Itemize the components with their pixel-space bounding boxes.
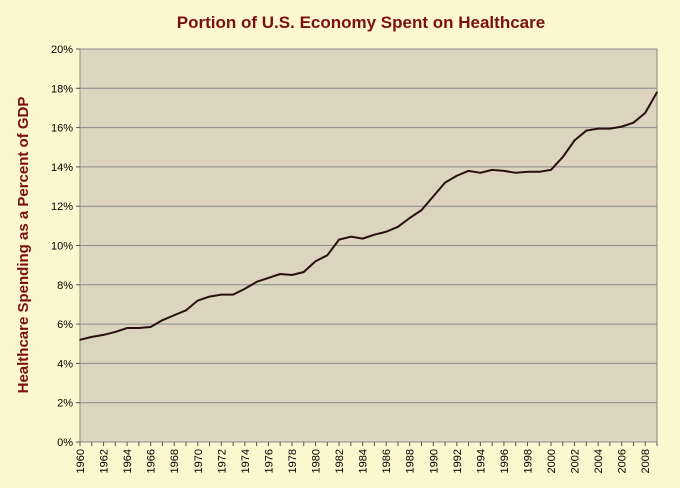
y-tick-label: 4% [57, 358, 73, 370]
y-tick-label: 2% [57, 398, 73, 410]
x-tick-label: 1998 [522, 449, 534, 473]
data-point [479, 171, 482, 174]
data-point [138, 327, 140, 329]
data-point [444, 181, 446, 184]
x-tick-label: 1978 [287, 449, 299, 473]
data-point [267, 277, 270, 279]
x-tick-label: 1972 [216, 449, 228, 473]
chart-title: Portion of U.S. Economy Spent on Healthc… [177, 13, 545, 32]
data-point [420, 209, 423, 211]
x-tick-label: 1968 [169, 449, 181, 473]
x-tick-label: 1960 [75, 449, 87, 473]
y-axis-label: Healthcare Spending as a Percent of GDP [15, 97, 32, 394]
series-layer [79, 91, 658, 341]
data-point [149, 326, 152, 328]
data-point [102, 334, 105, 336]
x-axis: 1960 1962 1964 1966 1968 1970 1972 1974 1976 1978… [75, 442, 658, 473]
data-point [467, 170, 470, 172]
x-tick-label: 1984 [358, 449, 370, 473]
x-tick-label: 1974 [240, 449, 252, 473]
y-tick-label: 6% [57, 319, 73, 331]
x-tick-label: 1992 [452, 449, 464, 473]
data-point [173, 314, 176, 317]
data-point [550, 169, 552, 171]
gridlines [80, 87, 657, 404]
y-tick-label: 18% [51, 83, 73, 95]
x-tick-label: 1976 [263, 449, 275, 473]
series-points [79, 91, 658, 341]
data-point [126, 327, 128, 329]
data-point [538, 171, 541, 173]
y-axis: 0% 2% 4% 6% 8% 10% 12% 14% 16% 18% 20% [51, 44, 80, 449]
x-tick-label: 1986 [381, 449, 393, 473]
data-point [573, 139, 576, 142]
data-point [232, 293, 234, 296]
data-point [620, 125, 623, 128]
data-point [208, 295, 211, 298]
data-point [632, 121, 635, 124]
data-point [585, 129, 588, 132]
x-tick-label: 2004 [593, 449, 605, 473]
data-point [185, 309, 187, 312]
x-tick-label: 1962 [99, 449, 111, 473]
x-tick-label: 1994 [475, 449, 487, 473]
x-tick-label: 1966 [146, 449, 158, 473]
x-tick-label: 1970 [193, 449, 205, 473]
x-tick-label: 1988 [405, 449, 417, 473]
data-point [432, 195, 435, 198]
x-tick-label: 1990 [428, 449, 440, 473]
data-point [373, 233, 376, 236]
x-tick-label: 2000 [546, 449, 558, 473]
data-point [196, 299, 199, 302]
data-point [491, 169, 493, 171]
y-tick-label: 20% [51, 44, 73, 56]
data-point [314, 260, 317, 263]
data-point [350, 235, 352, 238]
y-tick-label: 8% [57, 280, 73, 292]
data-point [79, 339, 81, 341]
data-point [114, 331, 117, 333]
data-point [656, 91, 658, 94]
y-tick-label: 16% [51, 123, 73, 135]
data-point [503, 170, 505, 172]
y-tick-label: 10% [51, 241, 73, 253]
data-point [291, 274, 293, 276]
data-point [644, 112, 647, 114]
data-point [597, 127, 599, 130]
data-point [397, 226, 399, 228]
x-tick-label: 1980 [311, 449, 323, 473]
data-point [220, 293, 223, 296]
data-point [244, 287, 246, 290]
x-tick-label: 1964 [122, 449, 134, 473]
data-point [385, 230, 387, 233]
x-tick-label: 1982 [334, 449, 346, 473]
x-tick-label: 1996 [499, 449, 511, 473]
y-tick-label: 0% [57, 437, 73, 449]
data-point [609, 127, 611, 130]
x-tick-label: 2006 [617, 449, 629, 473]
data-point [255, 281, 258, 283]
series-line [79, 91, 658, 341]
y-tick-label: 12% [51, 201, 73, 213]
data-point [526, 171, 529, 173]
data-point [279, 273, 281, 275]
data-point [161, 319, 164, 321]
data-point [561, 156, 564, 158]
data-point [338, 238, 340, 241]
data-point [361, 237, 364, 240]
data-point [90, 336, 93, 338]
data-point [408, 217, 411, 219]
data-point [456, 174, 458, 177]
x-tick-label: 2008 [640, 449, 652, 473]
y-tick-label: 14% [51, 162, 73, 174]
data-point [302, 271, 305, 273]
data-point [326, 254, 329, 257]
x-tick-label: 2002 [570, 449, 582, 473]
data-point [514, 171, 517, 174]
